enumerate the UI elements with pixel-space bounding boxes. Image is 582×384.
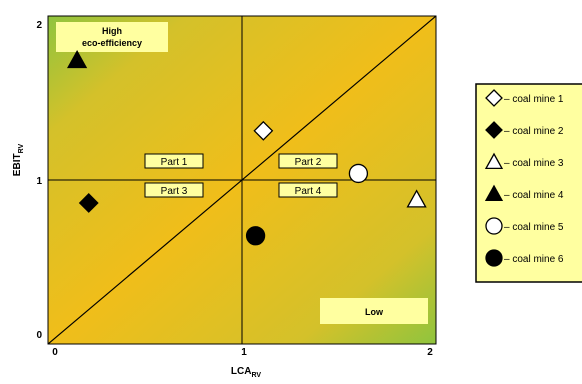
data-point-coal-mine-3: [406, 189, 427, 208]
part-label-2-text: Part 2: [295, 157, 322, 168]
legend-label-coal-mine-1: – coal mine 1: [504, 94, 564, 105]
legend-label-coal-mine-4: – coal mine 4: [504, 190, 564, 201]
low-label-box: [320, 298, 428, 324]
high-label-line1: High: [102, 26, 122, 36]
legend-label-coal-mine-5: – coal mine 5: [504, 222, 564, 233]
legend: – coal mine 1 – coal mine 2 – coal mine 3 –…: [475, 83, 582, 283]
legend-marker-coal-mine-2: [485, 121, 503, 139]
legend-label-coal-mine-3: – coal mine 3: [504, 158, 564, 169]
part-label-4-text: Part 4: [295, 186, 322, 197]
data-point-coal-mine-6: [245, 226, 266, 246]
x-tick-2: 2: [427, 347, 433, 358]
legend-marker-coal-mine-4: [484, 184, 504, 202]
y-tick-1: 1: [36, 176, 42, 187]
legend-marker-coal-mine-6: [485, 249, 503, 267]
part-label-1: Part 1: [144, 153, 204, 169]
high-label-box: [56, 22, 168, 52]
part-label-1-text: Part 1: [161, 157, 188, 168]
x-tick-0: 0: [52, 347, 58, 358]
x-axis-title-main: LCA: [231, 366, 252, 377]
legend-box: [475, 83, 582, 283]
x-axis-title: LCARV: [231, 366, 261, 379]
data-point-coal-mine-1: [253, 120, 274, 141]
low-label: Low: [365, 307, 384, 317]
legend-marker-coal-mine-1: [485, 89, 503, 107]
data-point-coal-mine-5: [348, 163, 369, 184]
part-label-4: Part 4: [278, 182, 338, 198]
x-tick-1: 1: [241, 347, 247, 358]
y-tick-0: 0: [36, 330, 42, 341]
y-axis-title: EBITRV: [12, 143, 25, 176]
y-axis-title-main: EBIT: [12, 153, 23, 176]
legend-marker-coal-mine-3: [484, 152, 504, 170]
y-axis-title-sub: RV: [18, 143, 25, 153]
x-axis-title-sub: RV: [251, 372, 261, 379]
part-label-2: Part 2: [278, 153, 338, 169]
reference-line-diagonal: [48, 16, 436, 344]
y-tick-2: 2: [36, 20, 42, 31]
data-point-coal-mine-2: [78, 193, 99, 213]
legend-label-coal-mine-2: – coal mine 2: [504, 126, 564, 137]
legend-marker-coal-mine-5: [485, 217, 503, 235]
part-label-3-text: Part 3: [161, 186, 188, 197]
high-label-line2: eco-efficiency: [82, 38, 142, 48]
data-markers: [66, 49, 427, 246]
legend-label-coal-mine-6: – coal mine 6: [504, 254, 564, 265]
part-label-3: Part 3: [144, 182, 204, 198]
data-point-coal-mine-4: [66, 49, 88, 69]
